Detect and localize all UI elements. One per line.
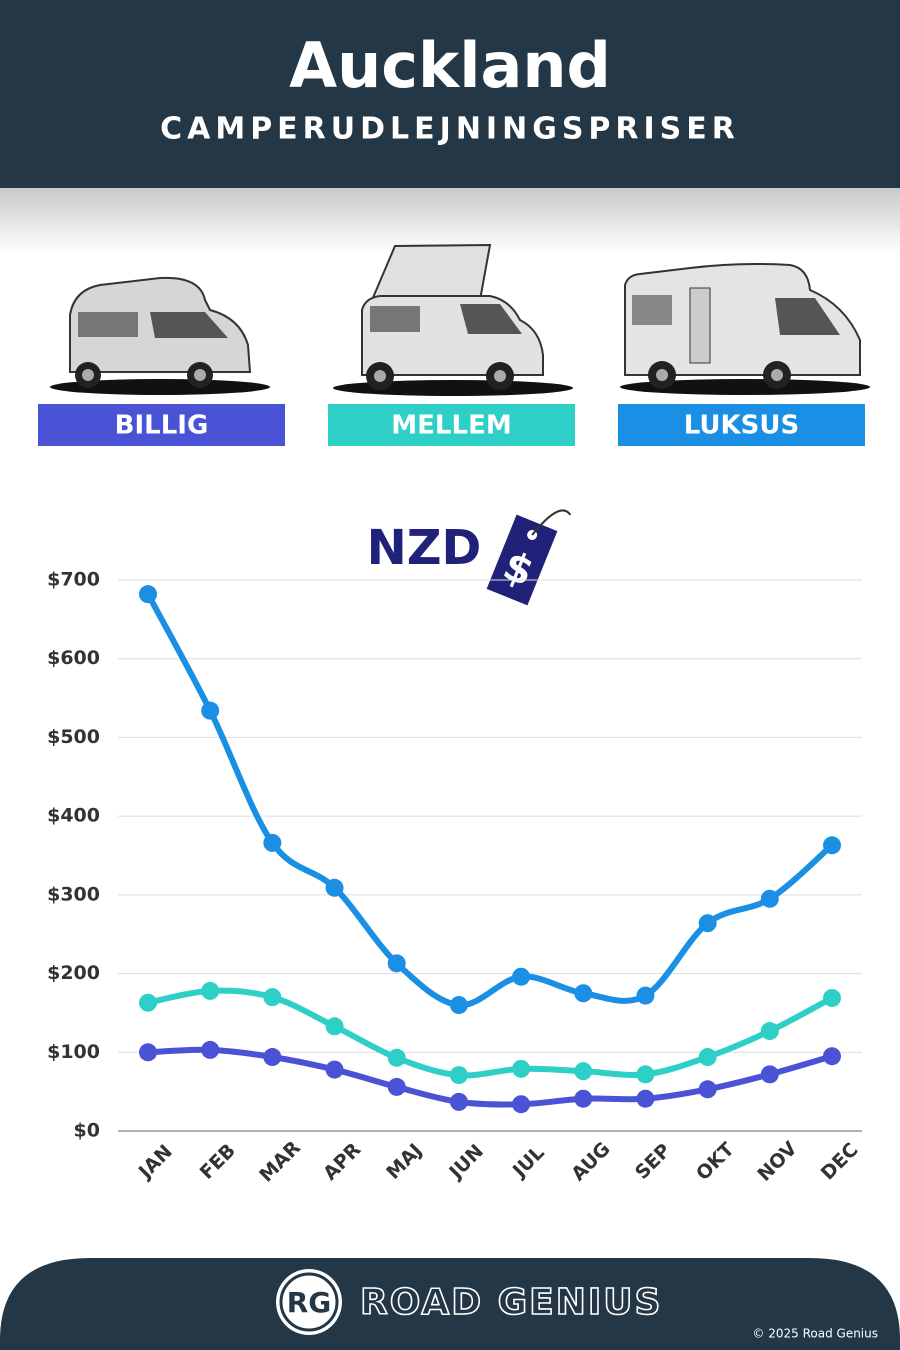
legend-label: LUKSUS bbox=[684, 411, 799, 441]
x-tick-label: FEB bbox=[196, 1140, 240, 1184]
data-point bbox=[636, 1065, 655, 1084]
data-point bbox=[512, 967, 531, 986]
data-point bbox=[823, 988, 841, 1007]
logo-ring bbox=[279, 1272, 339, 1332]
data-point bbox=[325, 1060, 344, 1079]
subtitle: CAMPERUDLEJNINGSPRISER bbox=[160, 112, 740, 147]
y-tick-label: $0 bbox=[74, 1120, 100, 1142]
header-band bbox=[0, 0, 900, 188]
data-point bbox=[387, 954, 406, 973]
x-tick-label: JUN bbox=[444, 1140, 488, 1184]
data-point bbox=[387, 1077, 406, 1096]
brand: ROAD GENIUS bbox=[360, 1282, 662, 1323]
data-point bbox=[325, 878, 344, 897]
logo-circle bbox=[276, 1269, 342, 1335]
y-tick-label: $500 bbox=[47, 726, 100, 748]
legend-label: BILLIG bbox=[115, 411, 209, 441]
x-tick-label: AUG bbox=[567, 1138, 614, 1185]
data-point bbox=[512, 1095, 531, 1114]
data-point bbox=[449, 1066, 468, 1085]
data-point bbox=[201, 1040, 220, 1059]
data-point bbox=[760, 1065, 779, 1084]
data-point bbox=[201, 701, 220, 720]
price-tag: $ bbox=[486, 509, 572, 606]
series-line bbox=[147, 1046, 833, 1108]
legend-swatch bbox=[328, 404, 575, 446]
data-point bbox=[636, 1089, 655, 1108]
data-point bbox=[201, 981, 220, 1000]
legend-label: MELLEM bbox=[391, 411, 511, 441]
data-point bbox=[636, 986, 655, 1005]
data-point bbox=[449, 996, 468, 1015]
data-point bbox=[325, 1017, 344, 1036]
x-tick-label: MAR bbox=[255, 1137, 305, 1187]
footer-band bbox=[0, 1258, 900, 1350]
legend-swatch bbox=[618, 404, 865, 446]
data-point bbox=[760, 1022, 779, 1041]
y-tick-label: $700 bbox=[47, 569, 100, 591]
data-point bbox=[449, 1092, 468, 1111]
series-line bbox=[147, 987, 834, 1079]
header-shadow bbox=[0, 188, 900, 253]
logo-text: RG bbox=[287, 1286, 332, 1319]
copyright: © 2025 Road Genius bbox=[752, 1327, 878, 1341]
data-point bbox=[263, 1048, 282, 1067]
y-tick-label: $300 bbox=[47, 883, 100, 905]
data-point bbox=[512, 1059, 531, 1078]
data-point bbox=[387, 1048, 406, 1067]
data-point bbox=[823, 836, 841, 855]
data-point bbox=[574, 984, 593, 1003]
data-point bbox=[263, 988, 282, 1007]
data-point bbox=[760, 889, 779, 908]
series-line bbox=[145, 592, 834, 1009]
data-point bbox=[139, 993, 157, 1012]
van-large bbox=[620, 263, 870, 395]
van-small bbox=[50, 276, 270, 395]
y-tick-label: $200 bbox=[47, 962, 100, 984]
data-point bbox=[698, 1048, 717, 1067]
x-tick-label: APR bbox=[319, 1138, 365, 1184]
x-tick-label: JUL bbox=[507, 1142, 548, 1183]
y-tick-label: $400 bbox=[47, 805, 100, 827]
data-point bbox=[698, 914, 717, 933]
y-tick-label: $600 bbox=[47, 647, 100, 669]
x-tick-label: NOV bbox=[753, 1137, 801, 1185]
data-point bbox=[574, 1062, 593, 1081]
data-point bbox=[698, 1080, 717, 1099]
y-tick-label: $100 bbox=[47, 1041, 100, 1063]
x-tick-label: MAJ bbox=[382, 1139, 426, 1183]
data-point bbox=[139, 585, 157, 604]
x-tick-label: JAN bbox=[133, 1141, 177, 1185]
currency-label: NZD bbox=[367, 520, 482, 576]
x-tick-label: DEC bbox=[817, 1139, 863, 1185]
data-point bbox=[823, 1047, 841, 1066]
data-point bbox=[263, 833, 282, 852]
x-tick-label: OKT bbox=[692, 1138, 739, 1185]
van-medium bbox=[333, 243, 573, 396]
title: Auckland bbox=[289, 29, 611, 102]
data-point bbox=[139, 1043, 157, 1062]
x-tick-label: SEP bbox=[631, 1139, 675, 1183]
legend-swatch bbox=[38, 404, 285, 446]
data-point bbox=[574, 1089, 593, 1108]
